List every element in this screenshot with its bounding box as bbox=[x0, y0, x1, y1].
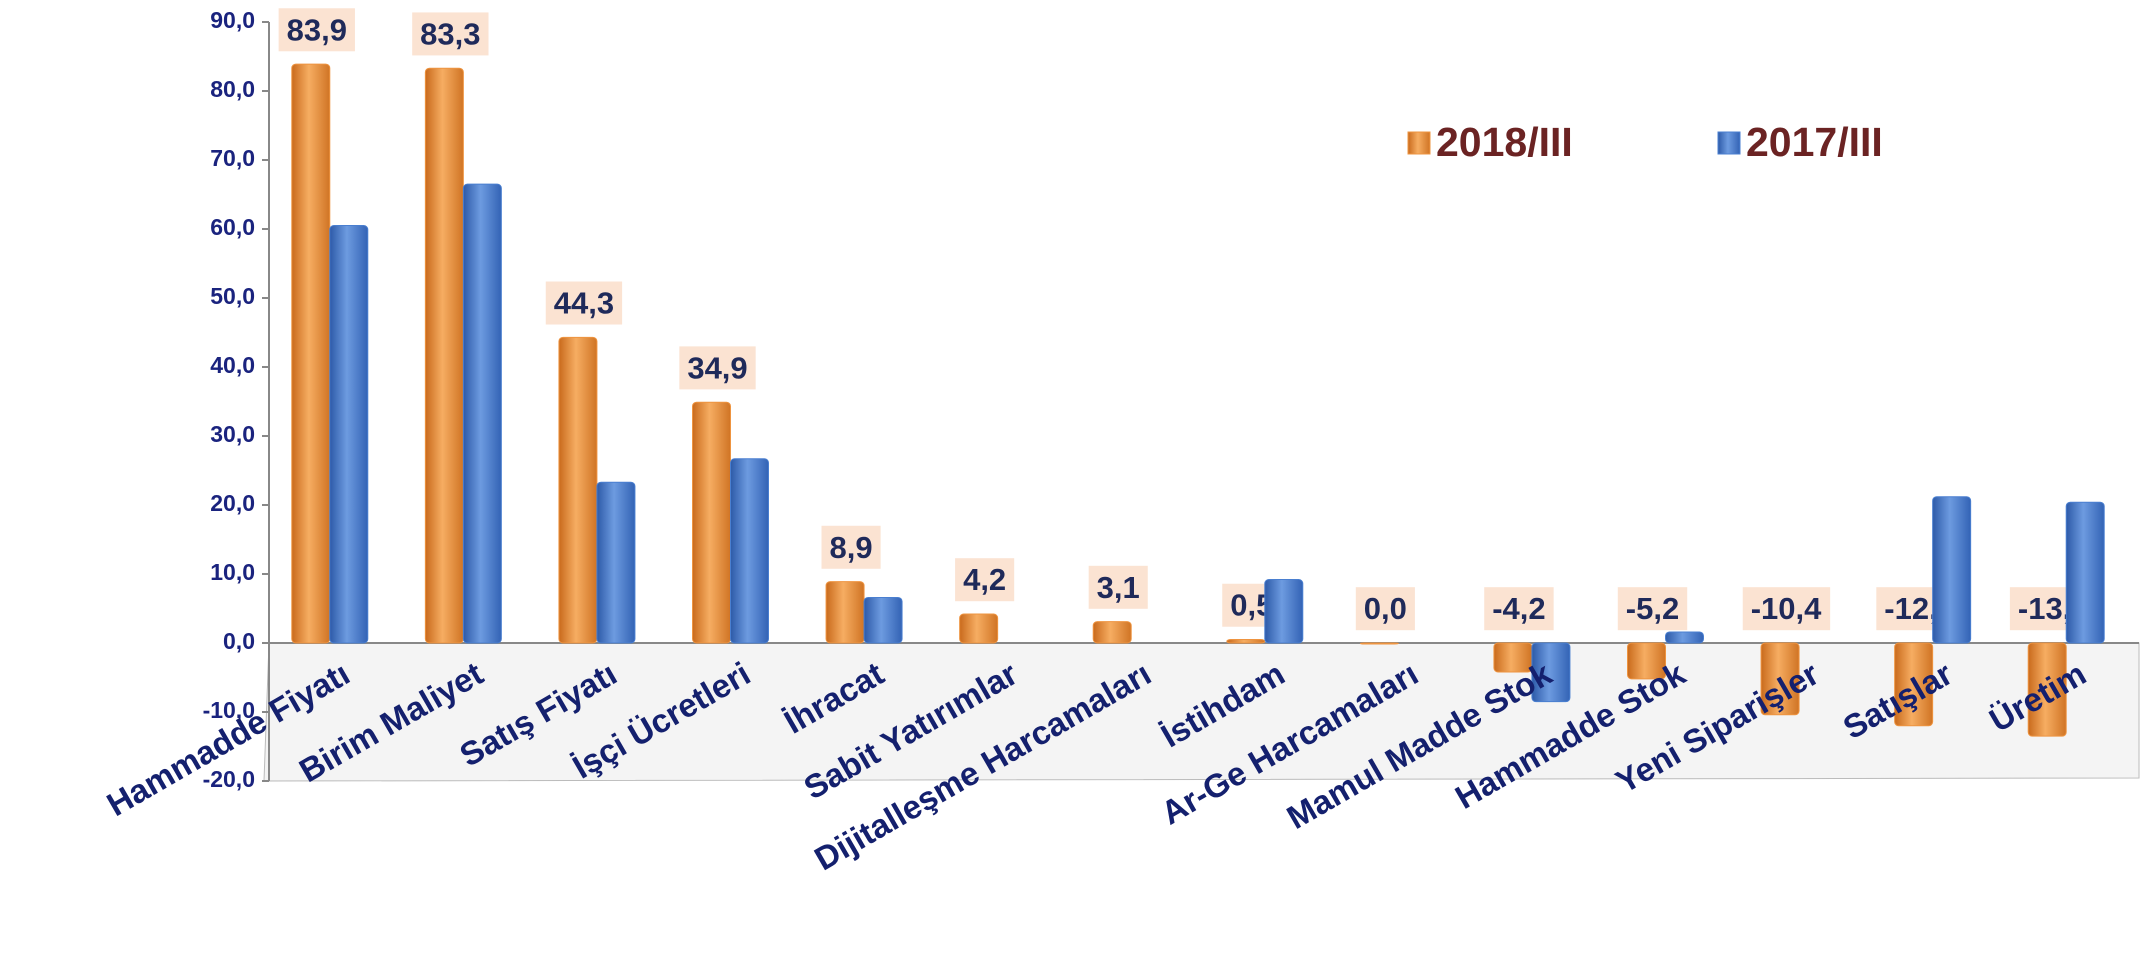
bar bbox=[2065, 501, 2105, 644]
value-label: -10,4 bbox=[1751, 591, 1822, 626]
value-label-box bbox=[1617, 587, 1688, 631]
bar bbox=[2027, 642, 2067, 737]
bar bbox=[424, 67, 464, 644]
bar bbox=[462, 183, 502, 644]
value-label-box bbox=[1742, 587, 1831, 631]
bar bbox=[863, 596, 903, 644]
y-tick-label: 10,0 bbox=[210, 559, 255, 585]
y-tick-label: 90,0 bbox=[210, 7, 255, 33]
bar bbox=[291, 63, 331, 644]
bar bbox=[1531, 642, 1571, 703]
y-tick-label: -20,0 bbox=[203, 766, 255, 792]
legend-swatch bbox=[1407, 131, 1431, 155]
bar bbox=[596, 481, 636, 644]
legend-swatch bbox=[1717, 131, 1741, 155]
y-tick-label: 30,0 bbox=[210, 421, 255, 447]
y-tick-label: 60,0 bbox=[210, 214, 255, 240]
value-label: 44,3 bbox=[554, 286, 614, 321]
bar bbox=[1264, 579, 1304, 644]
bar bbox=[1092, 621, 1132, 644]
bar bbox=[825, 581, 865, 644]
value-label: 8,9 bbox=[830, 530, 873, 565]
bar bbox=[692, 401, 731, 644]
value-label: 34,9 bbox=[687, 350, 747, 385]
y-tick-label: 0,0 bbox=[223, 628, 255, 654]
legend-label: 2018/III bbox=[1436, 119, 1573, 165]
value-label: 4,2 bbox=[963, 562, 1006, 597]
value-label-box bbox=[1484, 587, 1554, 631]
value-label-box bbox=[412, 12, 489, 56]
y-tick-label: 70,0 bbox=[210, 145, 255, 171]
value-label-box bbox=[679, 346, 756, 390]
value-label-box bbox=[1355, 587, 1415, 631]
y-tick-label: 40,0 bbox=[210, 352, 255, 378]
value-label-box bbox=[821, 525, 881, 569]
value-label: 3,1 bbox=[1097, 570, 1140, 605]
bar bbox=[1359, 642, 1399, 645]
bar bbox=[1760, 642, 1800, 716]
bar bbox=[959, 613, 999, 644]
bar bbox=[558, 336, 598, 644]
bar bbox=[1665, 631, 1704, 644]
value-label: -5,2 bbox=[1626, 591, 1679, 626]
value-label: 83,9 bbox=[287, 12, 347, 47]
y-tick-label: -10,0 bbox=[203, 697, 255, 723]
bar bbox=[730, 458, 769, 644]
value-label-box bbox=[278, 8, 355, 52]
value-label: 0,0 bbox=[1364, 591, 1407, 626]
y-tick-label: 20,0 bbox=[210, 490, 255, 516]
bar bbox=[1894, 642, 1934, 727]
bar bbox=[1226, 639, 1266, 644]
y-tick-label: 80,0 bbox=[210, 76, 255, 102]
value-label-box bbox=[1088, 565, 1148, 609]
y-tick-label: 50,0 bbox=[210, 283, 255, 309]
value-label-box bbox=[955, 558, 1015, 602]
value-label: 83,3 bbox=[420, 16, 480, 51]
value-label: -4,2 bbox=[1492, 591, 1545, 626]
bar bbox=[1627, 642, 1666, 680]
legend-label: 2017/III bbox=[1746, 119, 1883, 165]
value-label-box bbox=[545, 281, 623, 325]
bar bbox=[329, 225, 369, 644]
bar bbox=[1932, 496, 1972, 644]
